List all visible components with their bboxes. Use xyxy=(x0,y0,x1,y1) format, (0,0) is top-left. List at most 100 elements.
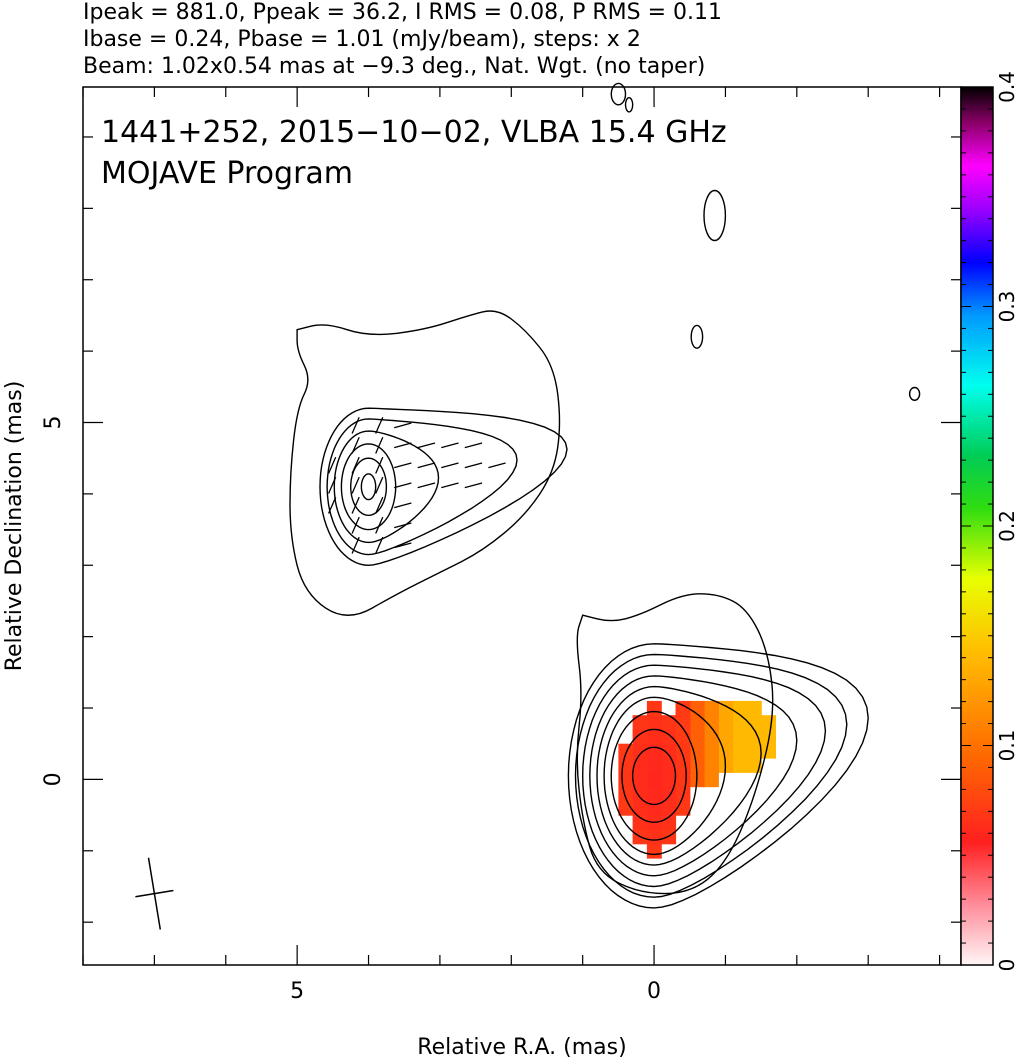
evpa-vector xyxy=(394,542,412,549)
evpa-vector xyxy=(351,476,360,494)
island-contour xyxy=(908,386,921,402)
pol-fraction-cell xyxy=(689,729,705,745)
core-contour xyxy=(603,696,727,856)
colorbar-tick-label: 0.1 xyxy=(995,730,1019,762)
pol-fraction-cell xyxy=(632,815,648,830)
evpa-vectors xyxy=(328,416,506,554)
colorbar-tick-label: 0.3 xyxy=(995,291,1019,323)
evpa-vector xyxy=(351,516,360,534)
island-contour xyxy=(690,324,704,349)
pol-fraction-cell xyxy=(618,758,634,773)
x-tick-label: 5 xyxy=(290,979,304,1004)
y-tick-label: 0 xyxy=(41,772,66,786)
pol-fraction-cell xyxy=(718,743,734,759)
y-axis-label: Relative Declination (mas) xyxy=(2,381,27,672)
evpa-vector xyxy=(394,482,412,489)
knot-contour xyxy=(349,457,388,517)
knot-contour xyxy=(319,407,568,567)
pol-fraction-cell xyxy=(661,715,677,731)
colorbar-tick-label: 0 xyxy=(995,959,1019,972)
evpa-vector xyxy=(417,442,436,449)
pol-fraction-cell xyxy=(689,715,705,731)
pol-fraction-cell xyxy=(632,729,648,745)
pol-fraction-cell xyxy=(646,772,662,788)
evpa-vector xyxy=(441,482,459,489)
core-contour xyxy=(567,643,869,909)
evpa-vector xyxy=(328,496,337,514)
pol-fraction-cell xyxy=(689,743,705,759)
pol-fraction-cell xyxy=(732,715,748,731)
pol-fraction-cell xyxy=(704,758,719,773)
evpa-vector xyxy=(375,536,384,554)
pol-fraction-cell xyxy=(718,729,734,745)
core-contour xyxy=(631,746,677,806)
evpa-vector xyxy=(328,456,337,474)
evpa-vector xyxy=(464,442,483,449)
evpa-vector xyxy=(351,416,360,434)
evpa-vector xyxy=(417,462,436,469)
colorbar-tick-label: 0.2 xyxy=(995,510,1019,542)
pol-fraction-cell xyxy=(618,786,634,802)
evpa-vector xyxy=(464,482,483,489)
pol-fraction-cell xyxy=(732,729,748,745)
beam-minor-axis xyxy=(135,889,174,898)
outer-region-contour xyxy=(289,310,561,616)
pol-fraction-cell xyxy=(661,772,677,788)
chart-title: 1441+252, 2015−10−02, VLBA 15.4 GHz xyxy=(101,115,727,150)
evpa-vector xyxy=(394,502,412,509)
pol-fraction-cell xyxy=(646,829,662,845)
outer-core-contour xyxy=(576,593,774,895)
knot-contour xyxy=(340,443,397,531)
pol-fraction-cell xyxy=(704,700,719,716)
island-contour xyxy=(624,97,634,113)
knot-contour xyxy=(360,473,377,501)
evpa-vector xyxy=(375,476,384,494)
pol-fraction-cell xyxy=(646,729,662,745)
evpa-vector xyxy=(351,536,360,554)
evpa-vector xyxy=(394,422,412,429)
pol-fraction-cell xyxy=(732,743,748,759)
core-contour xyxy=(610,710,698,841)
y-tick-label: 5 xyxy=(41,415,66,429)
core-contour xyxy=(621,728,687,823)
pol-fraction-cell xyxy=(632,758,648,773)
chart-subtitle: MOJAVE Program xyxy=(101,156,353,191)
pol-fraction-cell xyxy=(718,715,734,731)
pol-fraction-cell xyxy=(632,800,648,816)
evpa-vector xyxy=(351,456,360,474)
pol-fraction-cell xyxy=(704,772,719,788)
pol-fraction-cell xyxy=(746,700,762,716)
polarization-fraction-layer xyxy=(618,700,776,859)
header-line-1: Ipeak = 881.0, Ppeak = 36.2, I RMS = 0.0… xyxy=(83,0,722,25)
pol-fraction-cell xyxy=(646,743,662,759)
pol-fraction-cell xyxy=(632,743,648,759)
colorbar-tick-label: 0.4 xyxy=(995,71,1019,103)
pol-fraction-cell xyxy=(618,743,634,759)
evpa-vector xyxy=(441,442,459,449)
pol-fraction-cell xyxy=(746,729,762,745)
evpa-vector xyxy=(464,462,483,469)
pol-fraction-cell xyxy=(646,758,662,773)
pol-fraction-cell xyxy=(646,700,662,716)
pol-fraction-cell xyxy=(646,786,662,802)
plot-frame xyxy=(82,86,962,966)
pol-fraction-cell xyxy=(661,800,677,816)
evpa-vector xyxy=(328,476,337,494)
pol-fraction-cell xyxy=(746,715,762,731)
evpa-vector xyxy=(441,462,459,469)
pol-fraction-cell xyxy=(746,743,762,759)
pol-fraction-cell xyxy=(704,715,719,731)
header-line-3: Beam: 1.02x0.54 mas at −9.3 deg., Nat. W… xyxy=(83,54,705,79)
pol-fraction-cell xyxy=(704,729,719,745)
x-axis-label: Relative R.A. (mas) xyxy=(417,1035,626,1060)
evpa-vector xyxy=(375,496,384,514)
colorbar-ticks: 0 0.1 0.2 0.3 0.4 xyxy=(961,71,1019,971)
pol-fraction-cell xyxy=(675,758,691,773)
evpa-vector xyxy=(375,416,384,434)
core-contour xyxy=(581,664,827,888)
core-contour xyxy=(589,675,798,877)
pol-fraction-cell xyxy=(632,715,648,731)
evpa-vector xyxy=(488,462,506,469)
knot-contour xyxy=(326,418,518,556)
evpa-vector xyxy=(375,516,384,534)
